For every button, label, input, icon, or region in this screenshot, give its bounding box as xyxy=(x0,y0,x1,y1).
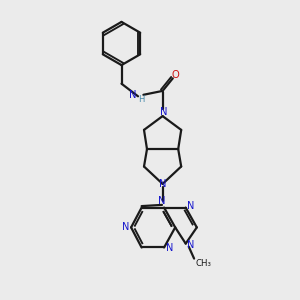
Text: N: N xyxy=(187,240,194,250)
Text: N: N xyxy=(160,107,168,118)
Text: N: N xyxy=(129,90,136,100)
Text: N: N xyxy=(159,179,166,189)
Text: CH₃: CH₃ xyxy=(196,259,211,268)
Text: N: N xyxy=(166,243,173,254)
Text: H: H xyxy=(138,95,145,104)
Text: O: O xyxy=(171,70,179,80)
Text: N: N xyxy=(122,221,130,232)
Text: N: N xyxy=(187,201,194,211)
Text: N: N xyxy=(158,196,166,206)
